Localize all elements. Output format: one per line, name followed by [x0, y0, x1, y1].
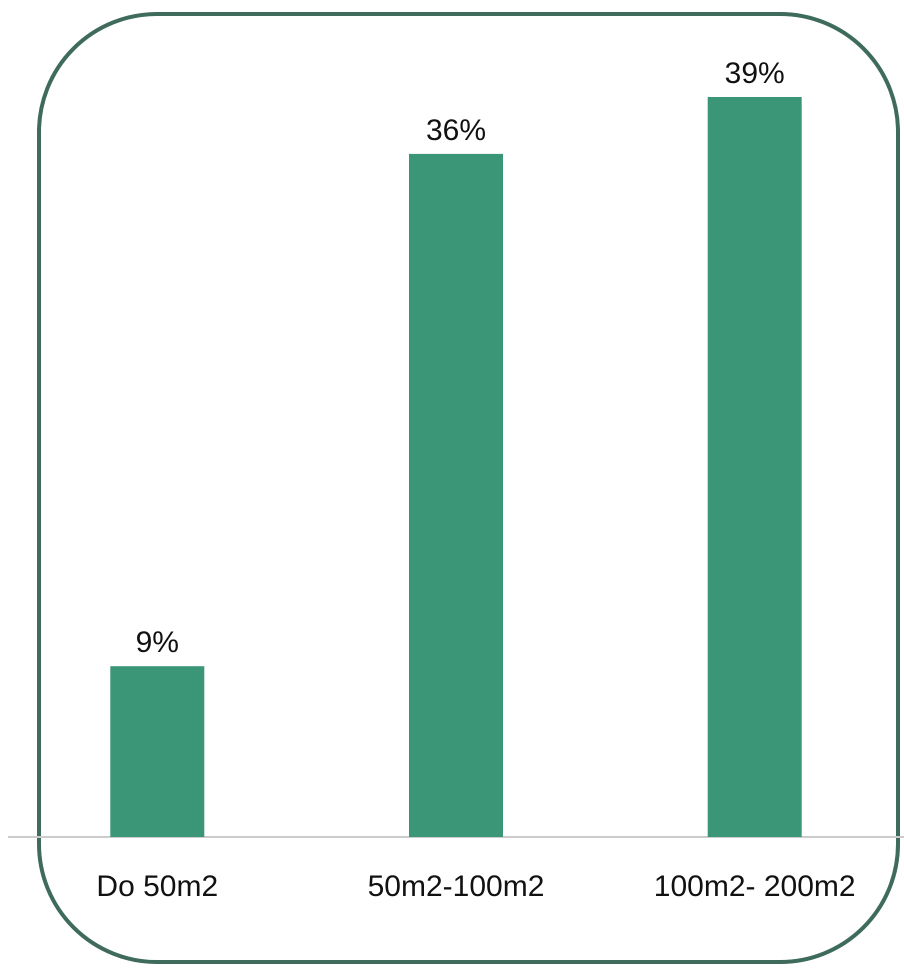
bar-2: [409, 153, 503, 837]
category-label-3: 100m2- 200m2: [654, 870, 856, 903]
data-label-1: 9%: [136, 626, 179, 659]
bar-3: [707, 97, 802, 837]
data-label-2: 36%: [426, 114, 486, 147]
category-label-2: 50m2-100m2: [368, 870, 545, 903]
category-label-1: Do 50m2: [96, 870, 218, 903]
data-label-3: 39%: [725, 57, 785, 90]
bar-1: [110, 666, 205, 837]
